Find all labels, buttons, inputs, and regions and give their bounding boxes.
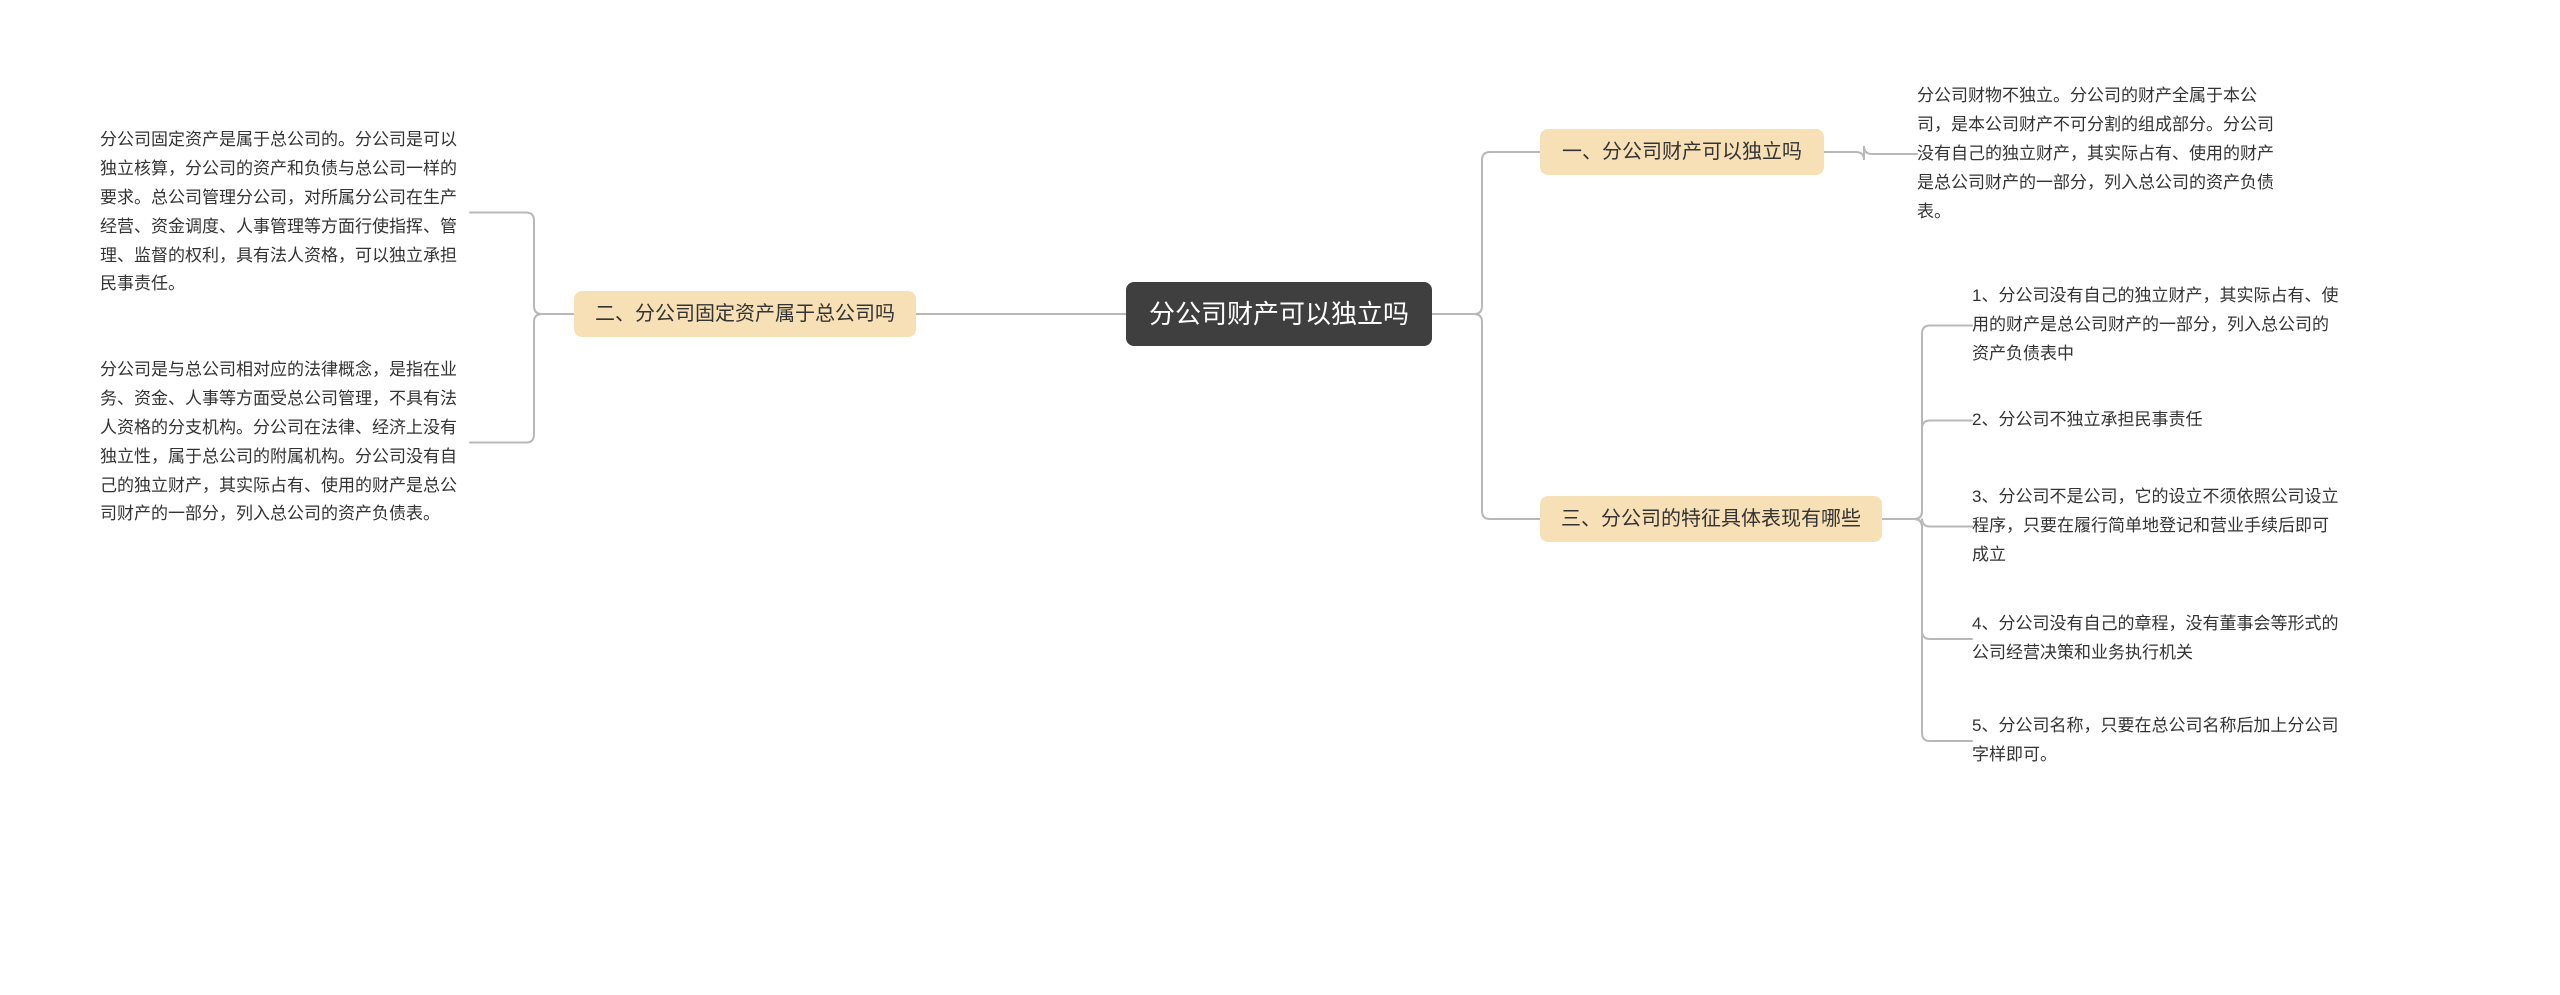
mindmap-canvas: 分公司财产可以独立吗 一、分公司财产可以独立吗 二、分公司固定资产属于总公司吗 … xyxy=(0,0,2560,995)
leaf-content: 4、分公司没有自己的章程，没有董事会等形式的公司经营决策和业务执行机关 xyxy=(1972,614,2338,662)
branch-label: 二、分公司固定资产属于总公司吗 xyxy=(595,299,895,329)
branch-node-1: 一、分公司财产可以独立吗 xyxy=(1540,129,1824,175)
leaf-content: 分公司固定资产是属于总公司的。分公司是可以独立核算，分公司的资产和负债与总公司一… xyxy=(100,130,457,293)
branch-label: 一、分公司财产可以独立吗 xyxy=(1562,137,1802,167)
leaf-text-3e: 5、分公司名称，只要在总公司名称后加上分公司字样即可。 xyxy=(1972,712,2342,770)
leaf-content: 1、分公司没有自己的独立财产，其实际占有、使用的财产是总公司财产的一部分，列入总… xyxy=(1972,286,2338,363)
leaf-text-1: 分公司财物不独立。分公司的财产全属于本公司，是本公司财产不可分割的组成部分。分公… xyxy=(1917,82,2287,226)
leaf-text-3b: 2、分公司不独立承担民事责任 xyxy=(1972,406,2342,435)
branch-node-2: 二、分公司固定资产属于总公司吗 xyxy=(574,291,916,337)
branch-node-3: 三、分公司的特征具体表现有哪些 xyxy=(1540,496,1882,542)
leaf-content: 分公司财物不独立。分公司的财产全属于本公司，是本公司财产不可分割的组成部分。分公… xyxy=(1917,86,2274,221)
root-label: 分公司财产可以独立吗 xyxy=(1149,295,1409,334)
leaf-content: 3、分公司不是公司，它的设立不须依照公司设立程序，只要在履行简单地登记和营业手续… xyxy=(1972,487,2338,564)
leaf-text-2a: 分公司固定资产是属于总公司的。分公司是可以独立核算，分公司的资产和负债与总公司一… xyxy=(100,126,470,299)
leaf-text-2b: 分公司是与总公司相对应的法律概念，是指在业务、资金、人事等方面受总公司管理，不具… xyxy=(100,356,470,529)
leaf-text-3d: 4、分公司没有自己的章程，没有董事会等形式的公司经营决策和业务执行机关 xyxy=(1972,610,2342,668)
branch-label: 三、分公司的特征具体表现有哪些 xyxy=(1561,504,1861,534)
leaf-content: 分公司是与总公司相对应的法律概念，是指在业务、资金、人事等方面受总公司管理，不具… xyxy=(100,360,457,523)
leaf-content: 5、分公司名称，只要在总公司名称后加上分公司字样即可。 xyxy=(1972,716,2338,764)
leaf-content: 2、分公司不独立承担民事责任 xyxy=(1972,410,2202,429)
leaf-text-3c: 3、分公司不是公司，它的设立不须依照公司设立程序，只要在履行简单地登记和营业手续… xyxy=(1972,483,2342,570)
root-node: 分公司财产可以独立吗 xyxy=(1126,282,1432,346)
leaf-text-3a: 1、分公司没有自己的独立财产，其实际占有、使用的财产是总公司财产的一部分，列入总… xyxy=(1972,282,2342,369)
